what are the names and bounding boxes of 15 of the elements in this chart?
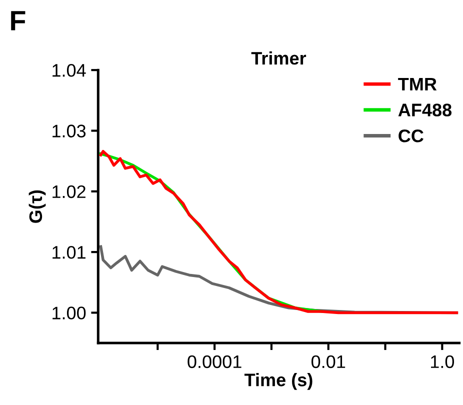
y-axis-title: G(τ) <box>28 190 46 223</box>
y-tick-label: 1.04 <box>52 64 86 77</box>
x-axis-title: Time (s) <box>244 373 312 390</box>
text: F <box>11 11 26 30</box>
y-tick-label: 1.00 <box>52 306 86 320</box>
legend-label: TMR <box>398 78 437 90</box>
y-tick-label: 1.03 <box>52 124 86 138</box>
y-tick-label: 1.02 <box>52 185 86 198</box>
y-tick-label: 1.01 <box>52 246 86 259</box>
chart-title: Trimer <box>251 51 306 65</box>
legend-label: AF488 <box>398 104 452 116</box>
legend-label: CC <box>398 129 424 142</box>
x-tick-label: 1.0 <box>430 355 454 368</box>
x-tick-label: 0.0001 <box>188 355 242 368</box>
x-tick-label: 0.01 <box>312 355 346 368</box>
